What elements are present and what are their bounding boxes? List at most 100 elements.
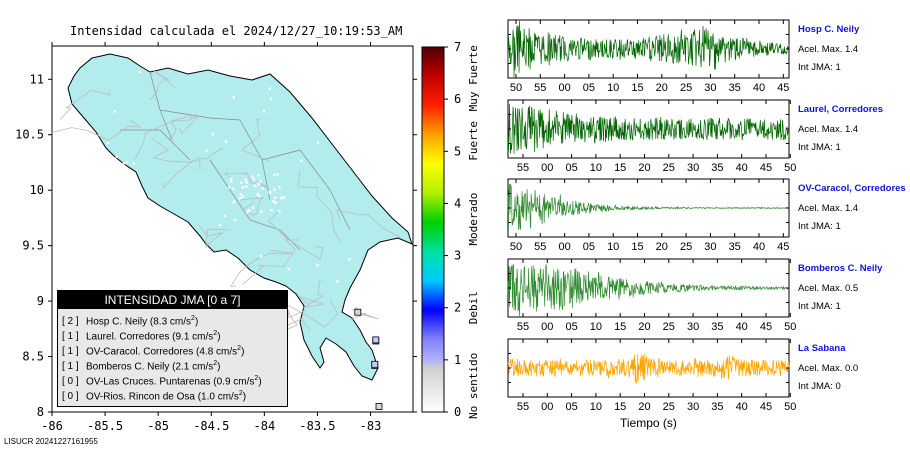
panel-x-tick-label: 40 [753,241,765,253]
road [59,89,111,120]
panel-x-tick-label: 40 [736,401,748,413]
panel-x-tick-label: 00 [541,401,553,413]
legend: INTENSIDAD JMA [0 a 7] [ 2 ] Hosp C. Neil… [57,290,288,407]
town-marker [256,193,259,196]
legend-item-sup: 2 [213,330,218,337]
panel-x-tick-label: 30 [687,321,699,333]
colorbar-category-label: No sentido [467,353,480,419]
town-marker [218,223,221,227]
town-marker [276,173,279,176]
waveform-trace [507,183,790,230]
station-marker [371,360,379,368]
road [230,249,294,287]
road-network [52,69,401,335]
panel-x-tick-label: 10 [590,162,602,174]
int-jma-label: Int JMA: 0 [798,381,841,392]
panel-x-tick-label: 45 [760,321,772,333]
town-marker [278,209,281,213]
colorbar-category-label: Moderado [467,193,480,246]
colorbar-category-label: Muy Fuerte [467,45,480,111]
legend-item: [ 1 ] Laurel. Corredores (9.1 cm/s2) [62,330,221,342]
panel-x-tick-label: 55 [534,82,546,94]
panel-x-tick-label: 00 [541,162,553,174]
panel-x-tick-label: 50 [784,321,796,333]
station-marker [372,336,380,344]
panel-x-tick-label: 25 [680,82,692,94]
town-marker [125,161,128,164]
panel-x-tick-label: 20 [656,241,668,253]
x-tick-label: -84 [254,419,276,433]
panel-x-tick-label: 10 [590,321,602,333]
waveform-panel: 55 00 05 10 15 20 25 30 35 40 45 50 [507,258,796,333]
town-marker [348,258,351,261]
legend-item-sup: 2 [237,345,242,352]
road [299,279,324,309]
panel-x-tick-label: 05 [583,82,595,94]
colorbar-tick-label: 5 [454,144,461,158]
panel-x-tick-label: 55 [517,162,529,174]
legend-item: [ 2 ] Hosp C. Neily (8.3 cm/s2) [62,315,198,327]
legend-item-label: Hosp C. Neily (8.3 cm/s [86,316,192,328]
map-axes: -86 -85.5 -85 -84.5 -84 -83.5 -83 11 10.5 10 9.5 9 8… [15,42,417,433]
int-jma-label: Int JMA: 1 [798,62,841,73]
int-jma-label: Int JMA: 1 [798,221,841,232]
town-marker [260,210,263,213]
colorbar-tick-label: 7 [454,40,461,54]
panel-x-tick-label: 15 [631,241,643,253]
town-marker [287,268,291,271]
town-marker [223,214,226,217]
town-marker [261,187,264,190]
town-marker [260,255,263,258]
y-tick-label: 8 [37,405,44,419]
panel-x-tick-label: 00 [541,321,553,333]
legend-item: [ 1 ] OV-Caracol. Corredores (4.8 cm/s2) [62,345,244,357]
panel-x-tick-label: 25 [663,162,675,174]
panel-x-tick-label: 20 [638,401,650,413]
station-name: OV-Caracol, Corredores [798,183,906,194]
road [170,114,199,135]
y-tick-label: 9 [37,294,44,308]
town-marker [138,70,141,74]
town-marker [269,97,273,101]
towns [106,70,351,283]
x-tick-label: -86 [41,419,63,433]
y-tick-label: 10 [30,183,44,197]
road [297,169,341,243]
town-marker [132,162,136,165]
legend-title: INTENSIDAD JMA [0 a 7] [58,291,287,309]
legend-item-level: [ 0 ] [62,376,79,388]
station-marker [354,308,362,316]
town-marker [316,141,319,144]
town-marker [272,173,276,177]
road [286,299,339,328]
colorbar-categories: No sentido Debil Moderado Fuerte Muy Fuerte [467,45,480,419]
panel-x-tick-label: 40 [753,82,765,94]
legend-item-level: [ 0 ] [62,391,79,403]
colorbar-tick-label: 6 [454,92,461,106]
panel-x-tick-label: 25 [663,321,675,333]
colorbar-category-label: Debil [467,291,480,324]
town-marker [245,185,248,188]
panel-x-tick-label: 05 [565,162,577,174]
road [267,209,324,260]
colorbar-tick-label: 4 [454,196,461,210]
town-marker [232,96,235,99]
y-tick-label: 8.5 [22,350,44,364]
panel-x-tick-label: 20 [638,162,650,174]
town-marker [280,196,283,200]
panel-x-tick-label: 35 [711,321,723,333]
legend-item-label: Laurel. Corredores (9.1 cm/s [86,331,214,343]
town-marker [245,181,249,184]
panel-x-tick-label: 25 [663,401,675,413]
town-marker [273,188,276,191]
legend-item-sup: 2 [213,360,218,367]
road [349,306,379,321]
town-marker [268,87,271,90]
waveform-panel: 55 00 05 10 15 20 25 30 35 40 45 50 [507,99,796,174]
panel-x-tick-label: 20 [656,82,668,94]
legend-item-level: [ 2 ] [62,316,79,328]
panel-x-tick-label: 45 [777,82,789,94]
colorbar-tick-label: 1 [454,353,461,367]
legend-item-label: OV-Caracol. Corredores (4.8 cm/s [86,346,238,358]
